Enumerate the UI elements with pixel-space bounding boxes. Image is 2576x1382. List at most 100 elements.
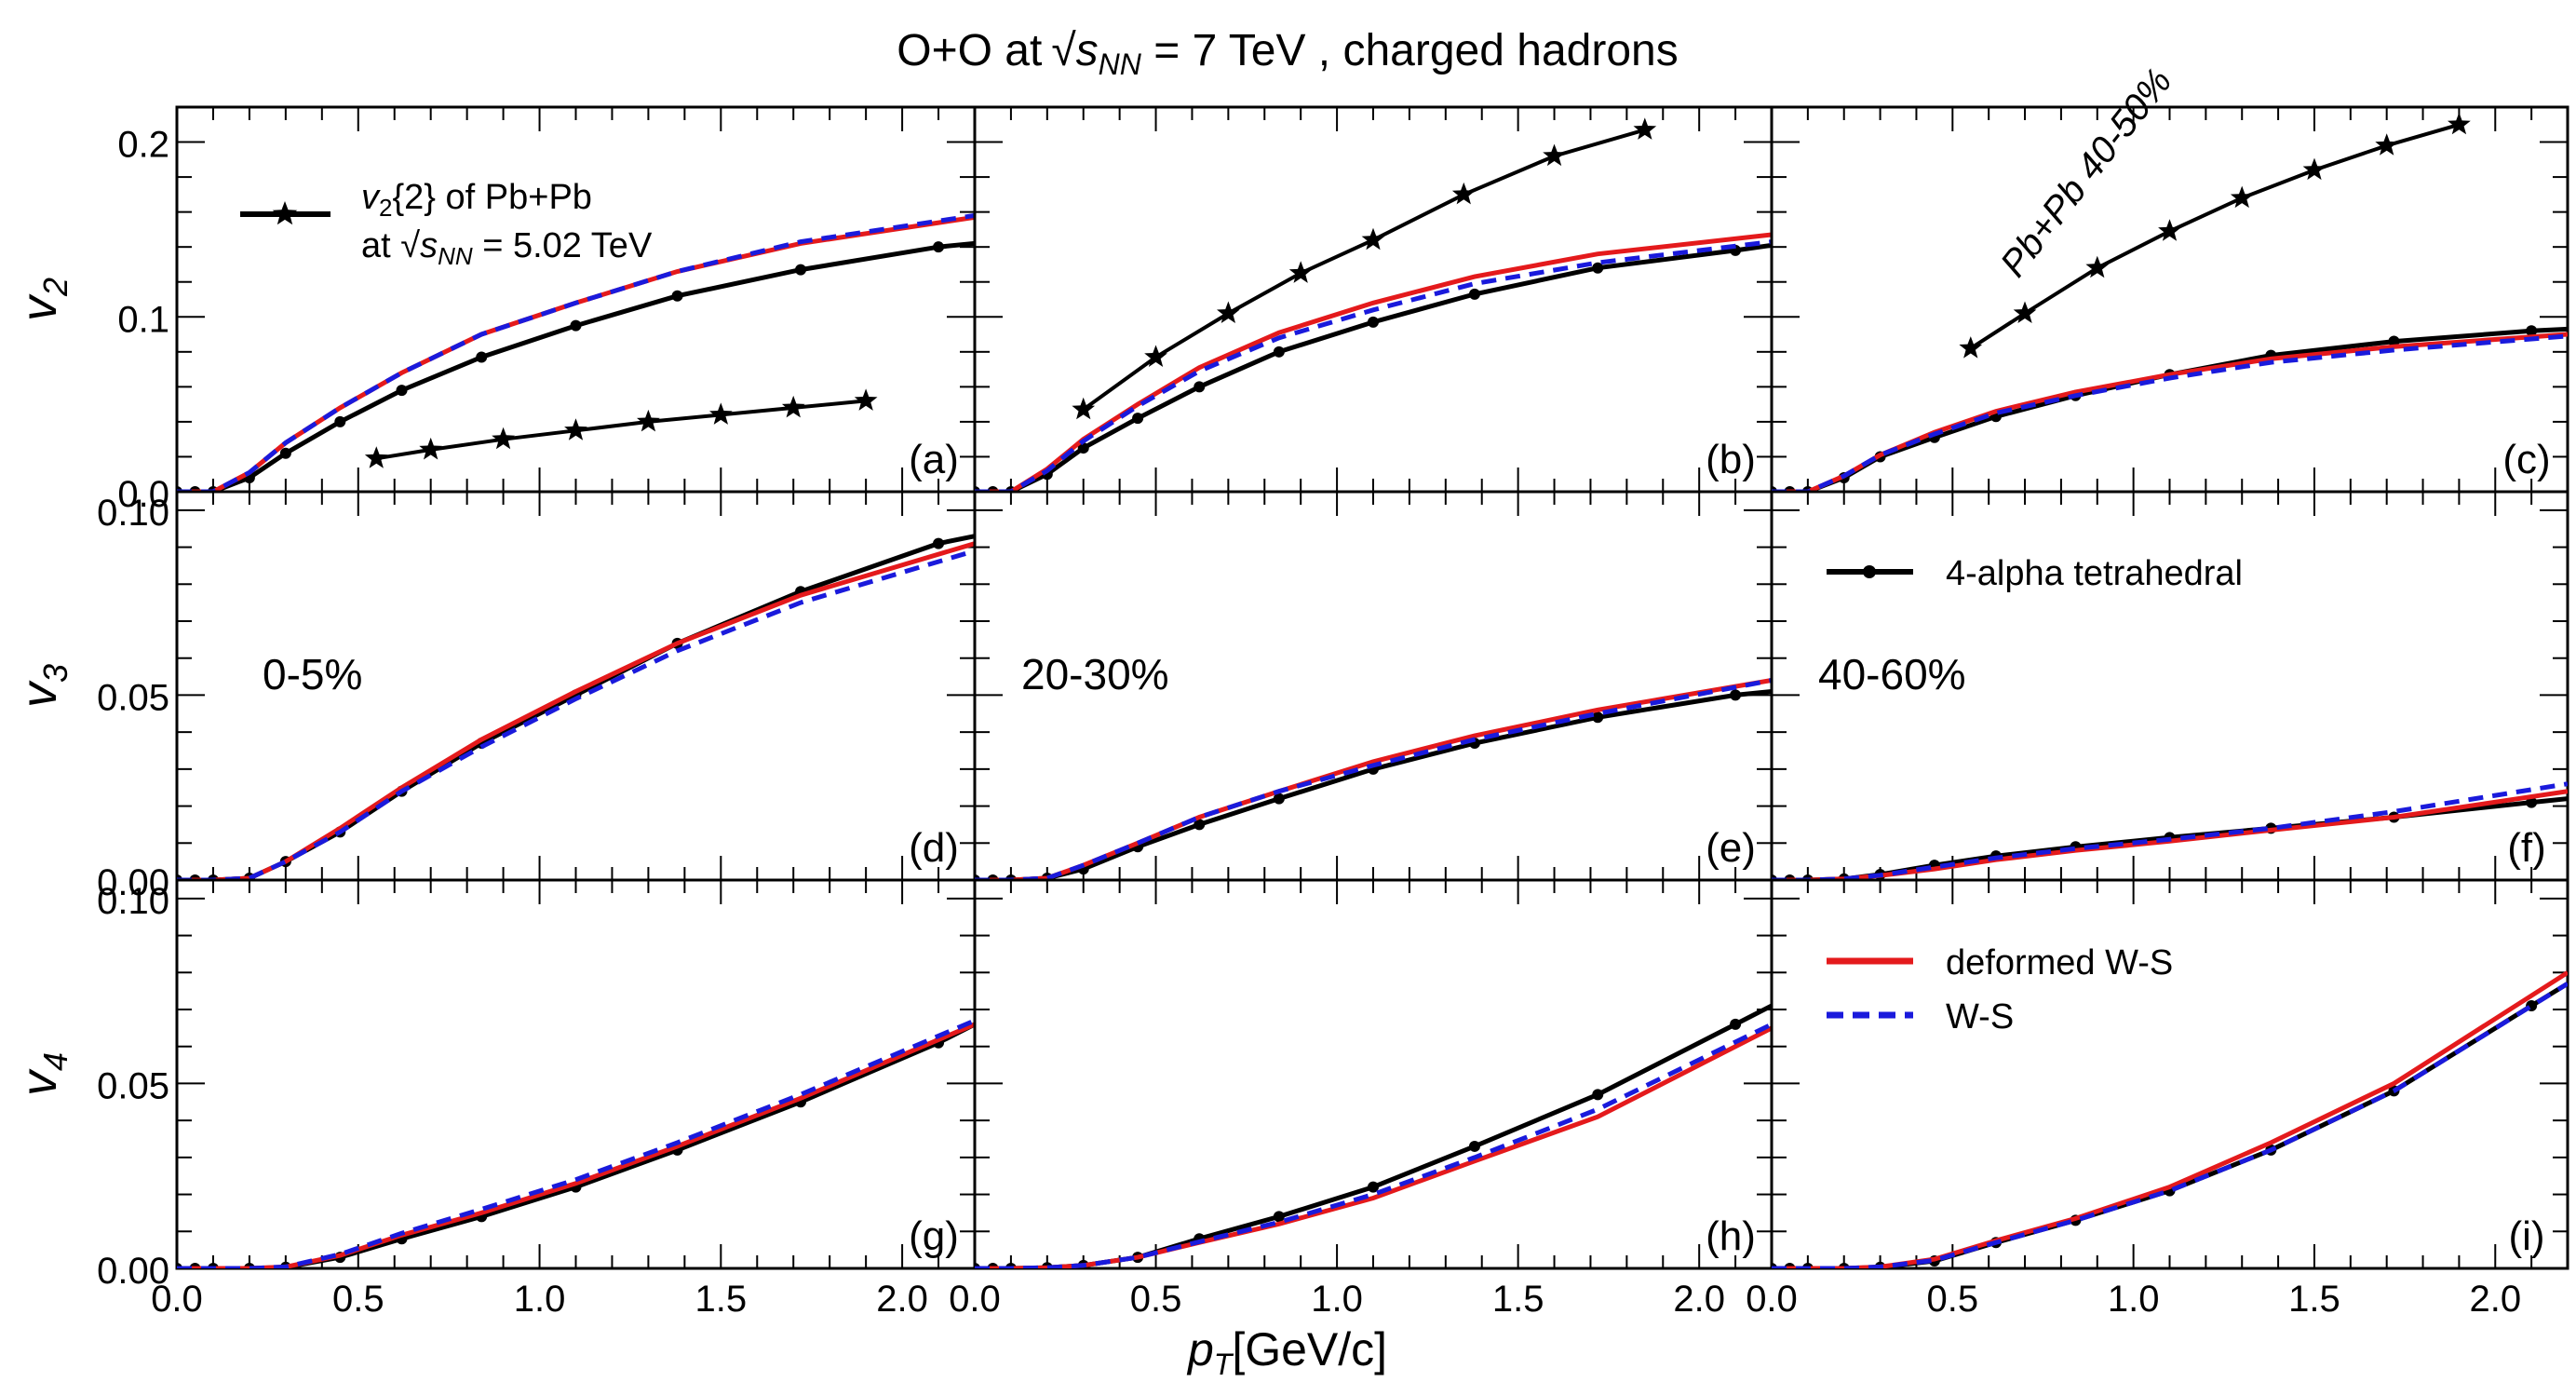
panel-label: (a) [909, 437, 959, 482]
point-pbpb-star [492, 427, 515, 450]
line-ws [177, 549, 975, 880]
centrality-label: 20-30% [1021, 650, 1169, 698]
series-group [975, 1003, 1772, 1268]
line-4-alpha-tetrahedral [1772, 982, 2568, 1268]
series-group [1772, 781, 2568, 880]
point-4-alpha-tetrahedral [1730, 1018, 1742, 1030]
y-axis-label: v2 [11, 278, 74, 321]
legend-ws: deformed W-S W-S [1827, 943, 2173, 1036]
point-4-alpha-tetrahedral [1592, 262, 1604, 274]
panel-label: (g) [909, 1213, 959, 1259]
point-4-alpha-tetrahedral [671, 290, 683, 302]
x-tick-label: 0.0 [1746, 1279, 1798, 1320]
point-4-alpha-tetrahedral [1273, 1211, 1285, 1223]
point-4-alpha-tetrahedral [1468, 288, 1480, 300]
x-tick-label: 2.0 [876, 1279, 928, 1320]
panel-frame [1770, 878, 2569, 1270]
line-4-alpha-tetrahedral [177, 1022, 975, 1268]
point-4-alpha-tetrahedral [1194, 819, 1206, 831]
point-pbpb-star [419, 437, 442, 460]
figure-title: O+O at √sNN = 7 TeV , charged hadrons [897, 26, 1678, 81]
panel-f: (f) 40-60% [1770, 490, 2569, 882]
point-pbpb-star [2448, 112, 2471, 135]
line-pbpb-v2 [375, 399, 867, 461]
y-axis-label-sub: 2 [36, 278, 74, 297]
legend-tetra: 4-alpha tetrahedral [1827, 554, 2243, 593]
point-4-alpha-tetrahedral [1194, 381, 1206, 393]
x-tick-label: 1.5 [695, 1279, 748, 1320]
point-4-alpha-tetrahedral [476, 351, 488, 363]
point-pbpb-star [709, 402, 733, 425]
point-4-alpha-tetrahedral [795, 264, 807, 276]
series-group [975, 678, 1772, 880]
y-axis-label: v4 [11, 1052, 74, 1096]
point-pbpb-star [2085, 255, 2110, 278]
point-pbpb-star [1072, 397, 1096, 420]
x-tick-label: 0.0 [151, 1279, 203, 1320]
x-tick-label: 0.0 [949, 1279, 1001, 1320]
point-pbpb-star [1288, 261, 1313, 283]
panel-label: (b) [1706, 437, 1756, 482]
point-pbpb-star [1543, 143, 1566, 167]
point-4-alpha-tetrahedral [396, 385, 408, 397]
line-ws [975, 1022, 1772, 1268]
y-tick-label: 0.10 [97, 881, 169, 922]
point-4-alpha-tetrahedral [1077, 442, 1089, 454]
panel-d: 0.00 0.05 0.10 v3 (d) 0-5% [11, 490, 977, 903]
x-axis-label: pT[GeV/c] [1186, 1323, 1387, 1381]
x-tick-label: 1.0 [1311, 1279, 1363, 1320]
x-tick-label: 0.5 [1927, 1279, 1979, 1320]
line-4-alpha-tetrahedral [975, 689, 1772, 880]
point-4-alpha-tetrahedral [1273, 793, 1285, 805]
y-tick-label: 0.00 [97, 862, 169, 903]
x-tick-label: 0.5 [1130, 1279, 1182, 1320]
line-deformed-ws [177, 541, 975, 880]
y-axis-label-sub: 4 [36, 1052, 74, 1071]
line-ws [1772, 333, 2568, 492]
point-4-alpha-tetrahedral [2526, 325, 2538, 337]
point-pbpb-star [637, 409, 660, 432]
point-4-alpha-tetrahedral [1368, 1181, 1379, 1193]
panel-label: (f) [2507, 825, 2546, 871]
legend-tetra-marker-icon [1863, 565, 1876, 578]
centrality-label: 40-60% [1818, 650, 1966, 698]
point-pbpb-star [1144, 345, 1167, 367]
point-pbpb-star [2302, 157, 2326, 181]
x-tick-label: 2.0 [2469, 1279, 2521, 1320]
panel-g: 0.00 0.05 0.10 v4 0.0 0.5 1.0 1.5 2.0 (g) [11, 878, 977, 1320]
point-4-alpha-tetrahedral [279, 447, 291, 459]
x-tick-label: 1.5 [1492, 1279, 1544, 1320]
y-tick-label: 0.05 [97, 677, 169, 718]
panel-label: (e) [1706, 825, 1756, 871]
line-deformed-ws [1772, 332, 2568, 492]
point-pbpb-star [2375, 133, 2398, 156]
line-ws [177, 1018, 975, 1268]
point-pbpb-star [781, 395, 805, 418]
point-pbpb-star [1451, 182, 1476, 205]
point-pbpb-star [2230, 185, 2254, 209]
line-4-alpha-tetrahedral [177, 240, 975, 492]
series-group [177, 534, 975, 880]
line-deformed-ws [975, 1025, 1772, 1268]
panel-frame [1770, 105, 2569, 494]
panel-e: (e) 20-30% [973, 490, 1774, 882]
x-tick-label: 0.5 [332, 1279, 384, 1320]
panel-label: (c) [2502, 437, 2550, 482]
line-deformed-ws [177, 214, 975, 492]
panel-a: 0.0 0.1 0.2 v2 (a) [11, 105, 977, 515]
y-tick-label: 0.10 [97, 493, 169, 534]
y-tick-label: 0.00 [97, 1251, 169, 1292]
legend-pbpb-star-icon [272, 201, 298, 225]
line-pbpb-v2 [1082, 128, 1646, 412]
y-tick-label: 0.1 [117, 299, 169, 340]
panel-label: (h) [1706, 1213, 1756, 1259]
series-group [177, 212, 975, 492]
x-tick-label: 1.5 [2288, 1279, 2340, 1320]
point-pbpb-star [854, 388, 878, 411]
panel-c: (c) Pb+Pb 40-50% [1770, 61, 2569, 494]
point-pbpb-star [1633, 117, 1657, 140]
panel-i: 0.0 0.5 1.0 1.5 2.0 (i) [1746, 878, 2569, 1320]
pbpb-centrality-annotation: Pb+Pb 40-50% [1992, 61, 2179, 285]
